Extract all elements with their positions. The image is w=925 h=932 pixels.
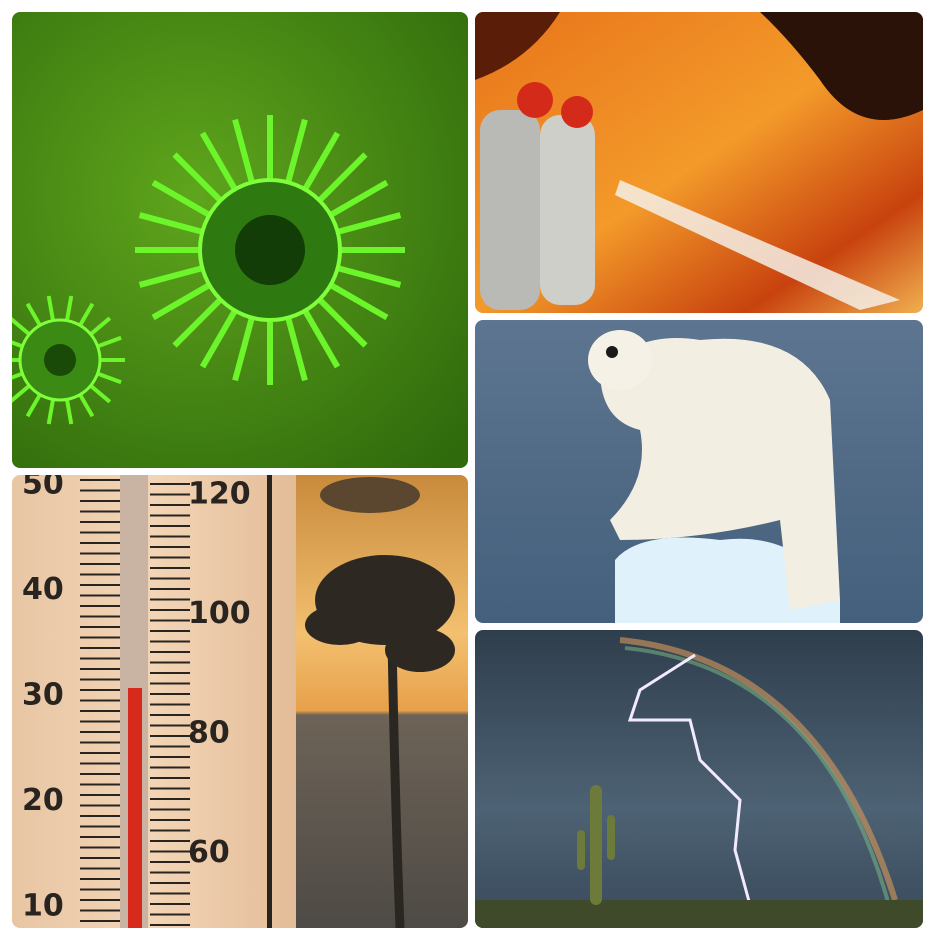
- celsius-label: 30: [22, 678, 64, 713]
- fahrenheit-label: 60: [188, 835, 230, 870]
- thermometer-photo: 50 40 30 20 10 120 100 80 60: [12, 467, 468, 929]
- celsius-label: 50: [22, 467, 64, 502]
- polar-bear-photo: [475, 320, 923, 623]
- virus-photo: [0, 12, 468, 468]
- fahrenheit-label: 80: [188, 716, 230, 751]
- storm-photo: [475, 630, 923, 928]
- celsius-label: 10: [22, 889, 64, 924]
- collage: 50 40 30 20 10 120 100 80 60: [0, 0, 925, 932]
- fahrenheit-label: 100: [188, 596, 251, 631]
- firefighters-photo: [475, 12, 923, 313]
- celsius-label: 20: [22, 783, 64, 818]
- celsius-label: 40: [22, 572, 64, 607]
- page: 50403020101201008060 (() => { const data…: [0, 0, 925, 932]
- fahrenheit-label: 120: [188, 477, 251, 512]
